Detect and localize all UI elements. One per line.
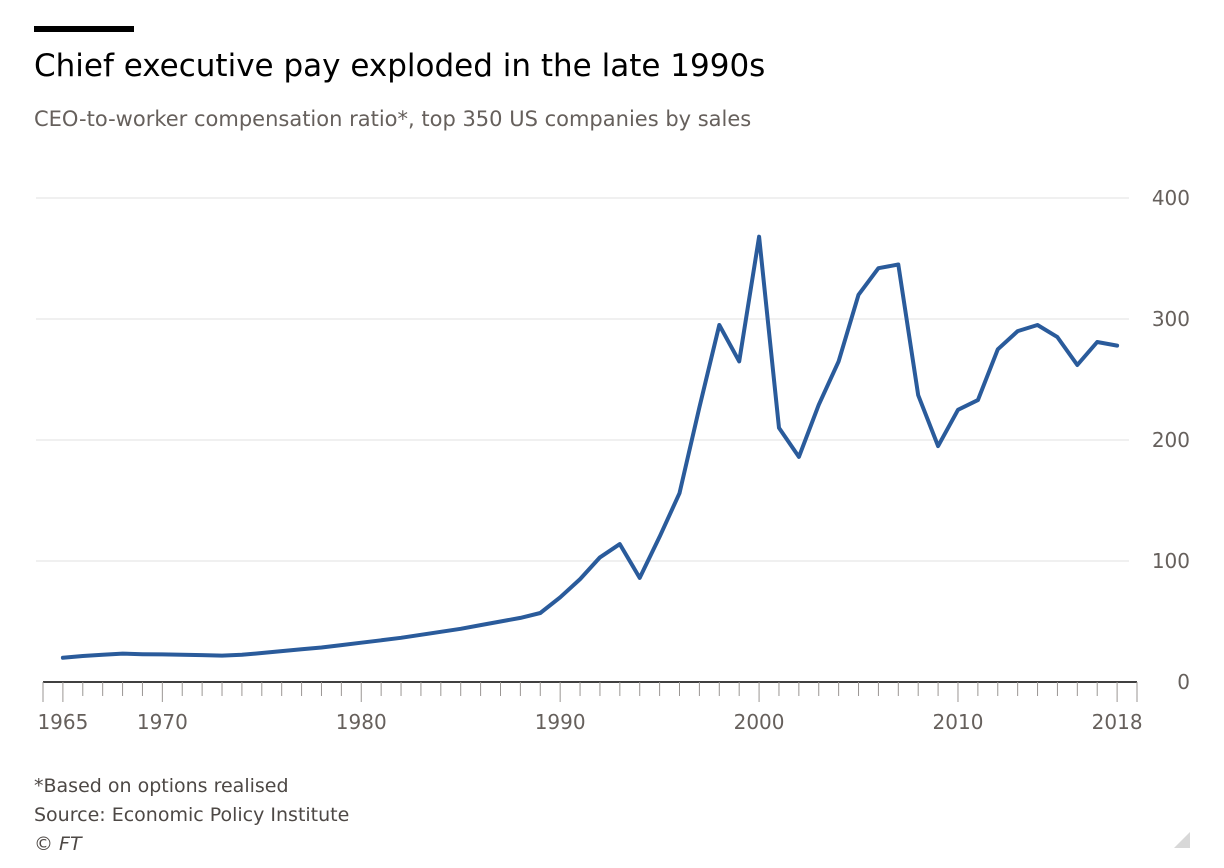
series-line <box>60 234 1120 660</box>
footnote: *Based on options realised <box>34 775 289 797</box>
x-tick-label: 2000 <box>734 710 785 734</box>
x-tick-label: 1990 <box>535 710 586 734</box>
y-tick-label: 300 <box>1152 307 1190 331</box>
source-note: Source: Economic Policy Institute <box>34 804 350 826</box>
chart-subtitle: CEO-to-worker compensation ratio*, top 3… <box>34 107 752 131</box>
y-tick-label: 200 <box>1152 428 1190 452</box>
x-tick-label: 1980 <box>336 710 387 734</box>
copyright-credit: © FT <box>34 833 82 855</box>
resize-corner-icon <box>1174 832 1190 848</box>
x-tick-label: 2010 <box>933 710 984 734</box>
y-tick-label: 400 <box>1152 186 1190 210</box>
chart-title: Chief executive pay exploded in the late… <box>34 48 766 84</box>
x-tick-label: 2018 <box>1092 710 1143 734</box>
x-tick-label: 1965 <box>37 710 88 734</box>
chart-notes: *Based on options realised Source: Econo… <box>34 772 349 859</box>
y-tick-label: 0 <box>1177 670 1190 694</box>
brand-rule <box>34 26 134 32</box>
x-tick-label: 1970 <box>137 710 188 734</box>
y-tick-label: 100 <box>1152 549 1190 573</box>
